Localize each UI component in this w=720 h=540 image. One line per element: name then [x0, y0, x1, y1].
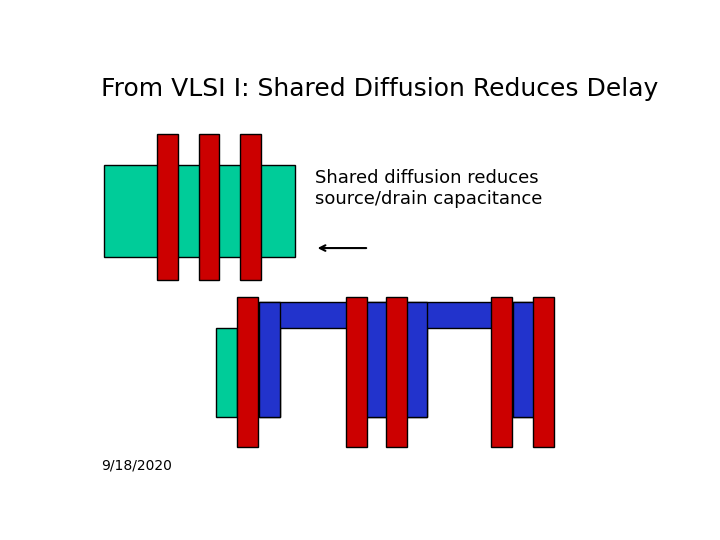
Bar	[513, 328, 534, 417]
Text: From VLSI I: Shared Diffusion Reduces Delay: From VLSI I: Shared Diffusion Reduces De…	[101, 77, 658, 102]
Bar	[406, 302, 534, 328]
Bar	[240, 134, 261, 280]
Bar	[492, 298, 513, 448]
Bar	[534, 298, 554, 448]
Bar	[406, 328, 427, 417]
Bar	[406, 302, 427, 417]
Text: 9/18/2020: 9/18/2020	[101, 458, 172, 472]
Bar	[366, 302, 387, 417]
Bar	[259, 302, 387, 328]
Bar	[216, 328, 238, 417]
Bar	[513, 302, 534, 417]
Bar	[259, 302, 280, 417]
Bar	[199, 134, 220, 280]
Bar	[104, 165, 295, 257]
Bar	[259, 328, 280, 417]
Text: Shared diffusion reduces
source/drain capacitance: Shared diffusion reduces source/drain ca…	[315, 168, 542, 207]
Bar	[386, 298, 407, 448]
Bar	[238, 298, 258, 448]
Bar	[346, 298, 366, 448]
Bar	[365, 328, 386, 417]
Bar	[158, 134, 179, 280]
